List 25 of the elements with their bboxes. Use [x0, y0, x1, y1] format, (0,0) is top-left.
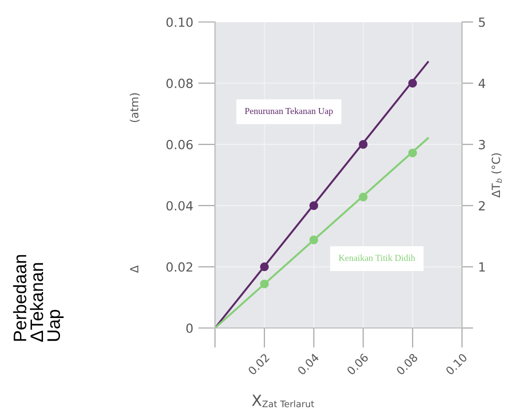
- point: [309, 201, 318, 210]
- text: Δ: [130, 265, 138, 273]
- y-tick-label: 0.10: [166, 17, 193, 27]
- y-tick-label: 0.06: [166, 140, 193, 150]
- y2-tick-label: 4: [478, 78, 486, 88]
- y2-tick-label: 5: [478, 18, 485, 27]
- text: Kenaikan Titik Didih: [338, 254, 416, 261]
- point: [408, 78, 417, 88]
- y-tick-label: 0.04: [166, 201, 193, 211]
- y2-axis-title: ΔT$_{b}$ (°C): [491, 153, 502, 198]
- y2-tick-label: 1: [479, 262, 485, 272]
- point: [358, 192, 368, 202]
- point: [260, 262, 269, 272]
- text: (atm): [130, 93, 140, 122]
- y-tick-label: 0.02: [166, 262, 192, 272]
- point: [358, 140, 368, 149]
- y2-tick-label: 2: [478, 201, 485, 210]
- point: [260, 280, 269, 288]
- text: Perbedaan ΔTekanan Uap: [13, 255, 64, 342]
- point: [408, 148, 417, 158]
- point: [309, 236, 318, 244]
- text: Penurunan Tekanan Uap: [244, 108, 333, 116]
- y-tick-label: 0: [186, 323, 193, 333]
- y-tick-label: 0.08: [166, 78, 193, 88]
- y2-tick-label: 3: [478, 140, 485, 150]
